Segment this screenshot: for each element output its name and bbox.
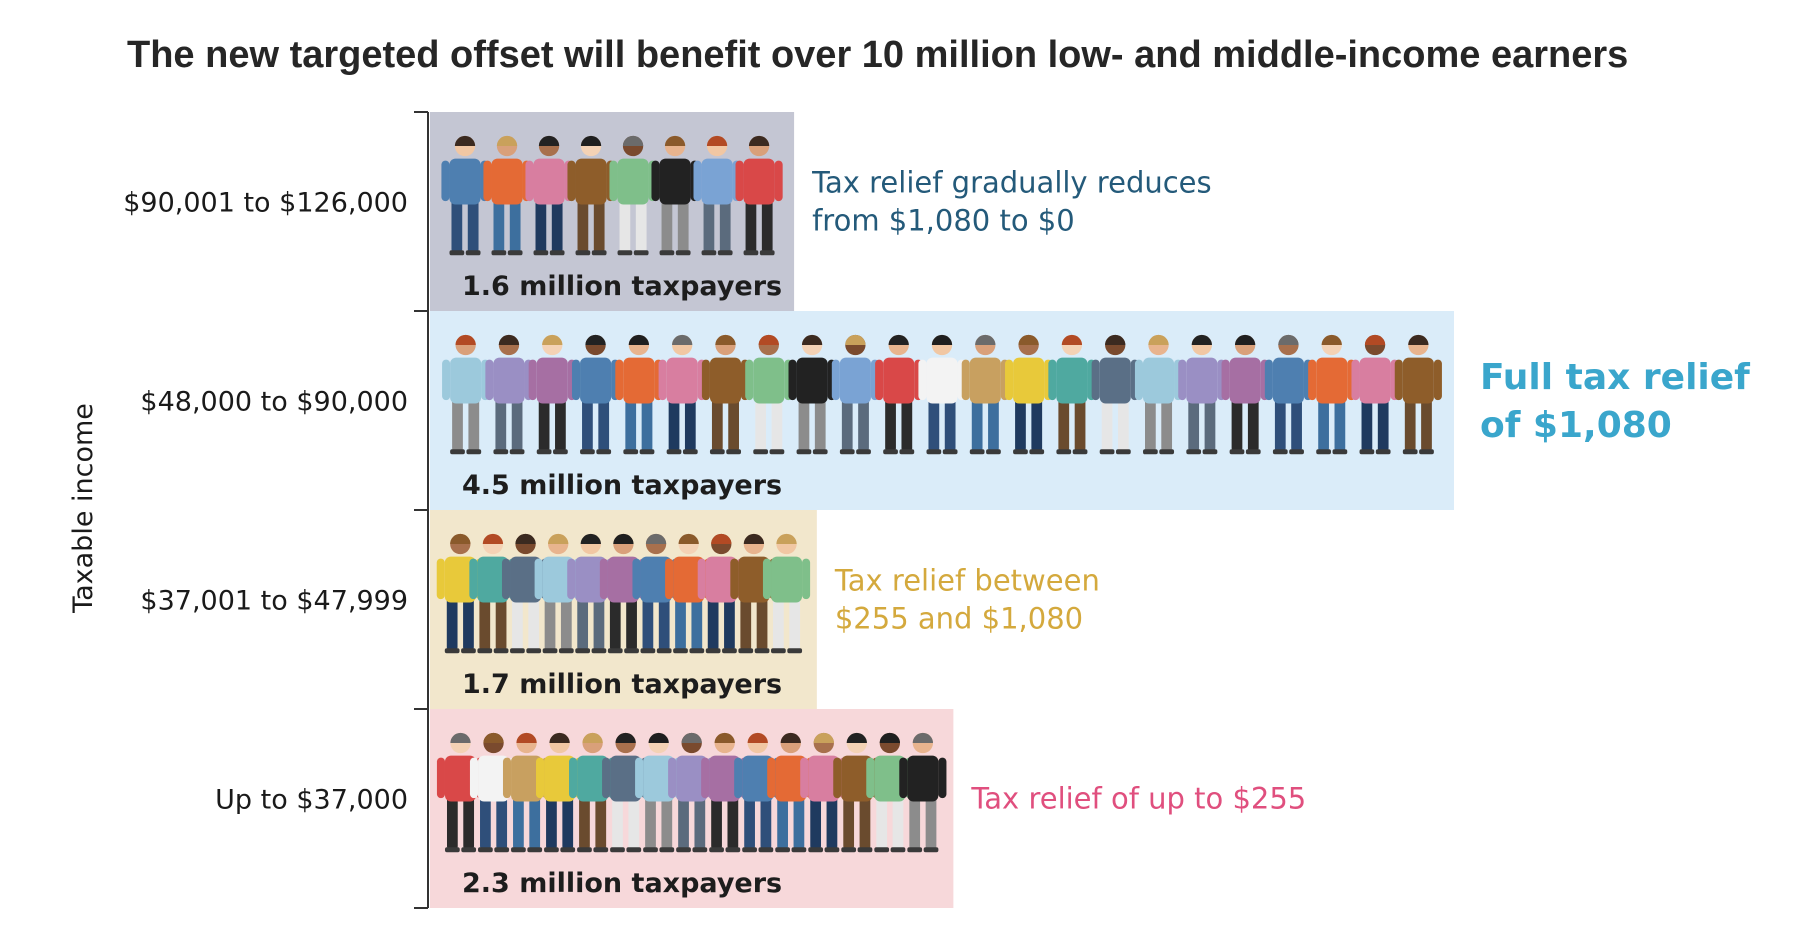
person-figure (918, 334, 966, 455)
people-row (436, 533, 811, 654)
category-label: $48,000 to $90,000 (140, 387, 408, 418)
person-figure (483, 135, 531, 256)
person-figure (651, 135, 699, 256)
person-figure (1005, 334, 1053, 455)
y-axis-label: Taxable income (68, 403, 99, 614)
person-figure (658, 334, 706, 455)
person-figure (1134, 334, 1183, 455)
person-figure (632, 533, 680, 654)
person-figure (767, 732, 815, 853)
person-figure (745, 334, 793, 455)
bar (430, 112, 795, 311)
people-row (442, 334, 1442, 455)
person-figure (1394, 334, 1442, 455)
axis-layer (414, 111, 429, 909)
person-figure (442, 334, 490, 455)
bar-value-label: 1.6 million taxpayers (462, 271, 782, 302)
person-figure (1264, 334, 1313, 455)
category-label: $90,001 to $126,000 (123, 188, 408, 219)
person-figure (485, 334, 533, 455)
person-figure (735, 135, 783, 256)
person-figure (441, 135, 489, 256)
person-figure (599, 533, 648, 654)
person-figure (788, 334, 836, 455)
annotation-line: Tax relief gradually reduces (811, 166, 1212, 200)
annotation-line: Full tax relief (1480, 357, 1750, 398)
annotation-line: Tax relief of up to $255 (970, 782, 1306, 816)
person-figure (762, 533, 811, 654)
people-layer (436, 135, 1442, 853)
people-row (441, 135, 783, 256)
person-figure (899, 732, 947, 853)
category-label: $37,001 to $47,999 (140, 586, 408, 617)
person-figure (1091, 334, 1139, 455)
person-figure (469, 732, 518, 853)
person-figure (569, 732, 617, 853)
person-figure (1351, 334, 1399, 455)
bar-value-label: 1.7 million taxpayers (462, 669, 782, 700)
person-figure (734, 732, 782, 853)
bar-value-label: 4.5 million taxpayers (462, 470, 782, 501)
annotation-line: $255 and $1,080 (835, 602, 1083, 636)
category-label: Up to $37,000 (215, 785, 408, 816)
person-figure (501, 533, 550, 654)
person-figure (833, 732, 881, 853)
chart-title: The new targeted offset will benefit ove… (127, 34, 1629, 76)
text-layer: Taxable income $90,001 to $126,000 1.6 mil… (68, 166, 1750, 899)
annotation-line: of $1,080 (1480, 405, 1672, 446)
annotation-line: Tax relief between (834, 564, 1100, 598)
person-figure (525, 135, 573, 256)
people-row (436, 732, 947, 853)
person-figure (1221, 334, 1269, 455)
person-figure (1178, 334, 1226, 455)
annotation-line: from $1,080 to $0 (812, 204, 1075, 238)
person-figure (875, 334, 923, 455)
bar-value-label: 2.3 million taxpayers (462, 868, 782, 899)
person-figure (693, 135, 741, 256)
person-figure (567, 135, 615, 256)
person-figure (961, 334, 1009, 455)
